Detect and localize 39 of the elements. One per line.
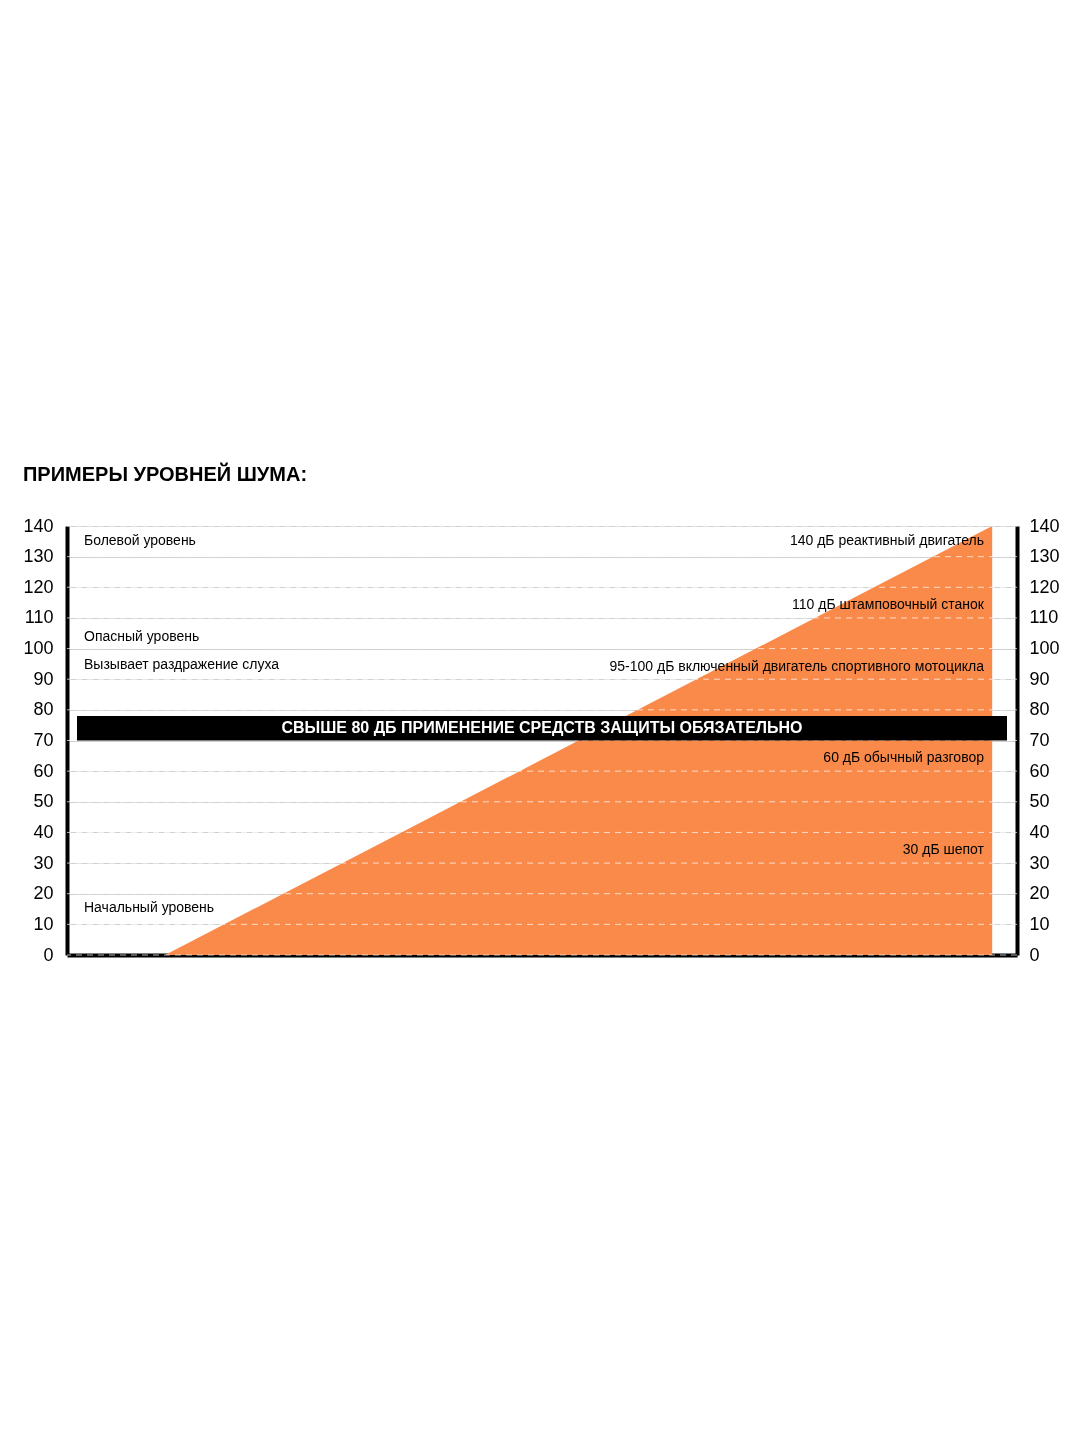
- y2-tick-label: 70: [1029, 730, 1050, 750]
- y-tick-label: 70: [33, 730, 54, 750]
- y-tick-label: 100: [23, 638, 54, 659]
- band-label: СВЫШЕ 80 ДБ ПРИМЕНЕНИЕ СРЕДСТВ ЗАЩИТЫ ОБЯЗАТЕЛЬНО: [281, 719, 803, 737]
- y-tick-label: 20: [33, 883, 54, 904]
- chart-title: ПРИМЕРЫ УРОВНЕЙ ШУМА:: [22, 462, 308, 485]
- y-tick-label: 120: [23, 576, 54, 597]
- y2-tick-label: 100: [1029, 638, 1060, 659]
- y-tick-label: 80: [33, 699, 54, 720]
- y2-tick-label: 120: [1029, 576, 1060, 597]
- y-tick-label: 50: [33, 791, 54, 812]
- y-tick-label: 30: [33, 852, 54, 873]
- annotation: Начальный уровень: [84, 899, 215, 915]
- y2-tick-label: 0: [1029, 944, 1040, 965]
- y-tick-label: 90: [33, 668, 54, 689]
- y2-tick-label: 130: [1029, 546, 1060, 567]
- y-tick-label: 0: [43, 944, 54, 965]
- y2-tick-label: 140: [1029, 515, 1060, 536]
- annotation: 30 дБ шепот: [902, 841, 985, 857]
- annotation: Вызывает раздражение слуха: [84, 656, 280, 672]
- y2-tick-label: 20: [1029, 883, 1050, 904]
- y-tick-label: 40: [33, 821, 54, 842]
- y2-tick-label: 30: [1029, 852, 1050, 873]
- y-tick-label: 10: [33, 913, 54, 934]
- annotation: Болевой уровень: [84, 532, 196, 548]
- annotation: 110 дБ штамповочный станок: [792, 596, 985, 612]
- y2-tick-label: 10: [1029, 913, 1050, 934]
- y-tick-label: 140: [23, 515, 54, 536]
- y-tick-label: 60: [33, 760, 54, 781]
- y-tick-label: 110: [24, 607, 54, 628]
- annotation: Опасный уровень: [84, 628, 200, 644]
- y2-tick-label: 80: [1029, 699, 1050, 720]
- y-tick-label: 130: [23, 546, 54, 567]
- annotation: 60 дБ обычный разговор: [823, 749, 985, 765]
- y2-tick-label: 60: [1029, 760, 1050, 781]
- y2-tick-label: 110: [1029, 607, 1059, 628]
- y2-tick-label: 50: [1029, 791, 1050, 812]
- y2-tick-label: 40: [1029, 821, 1050, 842]
- y2-tick-label: 90: [1029, 668, 1050, 689]
